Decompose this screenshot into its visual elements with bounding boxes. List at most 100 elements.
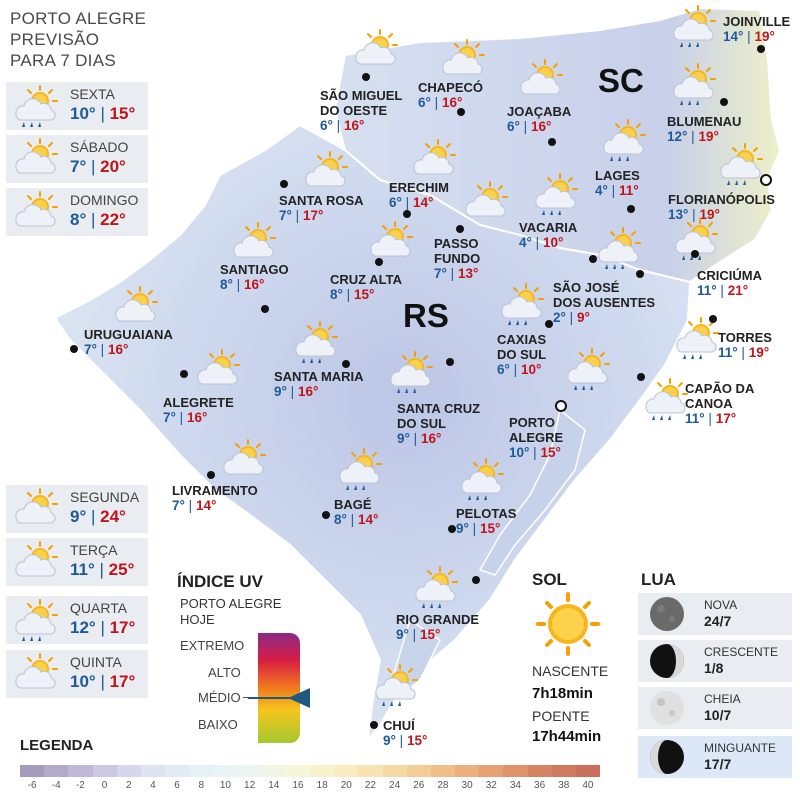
sun-cloud-rain-icon (370, 663, 420, 707)
city-min-temp: 10° (509, 445, 530, 460)
sun-cloud-icon (218, 438, 268, 482)
sun-cloud-icon (437, 38, 487, 82)
moon-phase-row: CHEIA 10/7 (638, 687, 792, 729)
city-name-line-2: ALEGRE (509, 430, 564, 445)
city-min-temp: 6° (418, 95, 431, 110)
city-marker (720, 98, 728, 106)
city-temps: 4° | 11° (595, 183, 640, 198)
temp-separator: | (408, 627, 420, 642)
moon-phase-date: 1/8 (704, 660, 724, 676)
moon-phase-date: 10/7 (704, 707, 732, 723)
city-max-temp: 17° (302, 208, 324, 223)
legend-color-swatch (237, 765, 262, 777)
state-label-rs: RS (403, 297, 449, 334)
forecast-max-temp: 24° (100, 507, 126, 526)
city-marker (636, 270, 644, 278)
temp-separator: | (737, 345, 749, 360)
sun-cloud-rain-icon (496, 282, 546, 326)
city-name-line-2: DO SUL (397, 416, 447, 431)
city-marker (448, 525, 456, 533)
uv-level-medio: MÉDIO (198, 690, 241, 705)
city-marker (760, 174, 772, 186)
sun-cloud-icon (110, 285, 160, 329)
forecast-max-temp: 17° (109, 672, 136, 691)
city-marker (637, 373, 645, 381)
city-marker (709, 315, 717, 323)
sunset-value: 17h44min (532, 728, 602, 745)
city-name: SANTA ROSA (279, 193, 364, 208)
forecast-day-name: QUARTA (70, 600, 128, 616)
forecast-day-temps: 10° | 17° (70, 672, 135, 692)
legend-tick-label: 10 (219, 780, 231, 791)
city-min-temp: 7° (84, 342, 97, 357)
temp-separator: | (430, 95, 442, 110)
city-max-temp: 14° (357, 512, 379, 527)
forecast-day-card: TERÇA 11° | 25° (6, 538, 148, 586)
city-label: ERECHIM 6° | 14° (389, 180, 449, 210)
temp-separator: | (86, 507, 101, 526)
city-min-temp: 6° (389, 195, 402, 210)
city-label: CRUZ ALTA 8° | 15° (330, 272, 402, 302)
forecast-day-card: SEGUNDA 9° | 24° (6, 485, 148, 533)
city-label: URUGUAIANA 7° | 16° (84, 327, 173, 357)
city-temps: 7° | 16° (163, 410, 234, 425)
forecast-day-temps: 12° | 17° (70, 618, 135, 638)
legend-tick-label: 12 (244, 780, 256, 791)
city-name: PORTO (509, 415, 555, 430)
temp-separator: | (529, 445, 541, 460)
city-marker (375, 258, 383, 266)
forecast-day-temps: 9° | 24° (70, 507, 126, 527)
city-min-temp: 7° (163, 410, 176, 425)
lagoa-dos-patos (478, 408, 586, 576)
uv-subtitle-line-1: PORTO ALEGRE (180, 596, 282, 611)
temp-separator: | (716, 283, 728, 298)
city-temps: 2° | 9° (553, 310, 655, 325)
temp-separator: | (232, 277, 244, 292)
city-name-line-2: FUNDO (434, 251, 481, 266)
sun-icon (536, 592, 600, 656)
legend-color-bar (20, 765, 601, 777)
legend-tick-label: 4 (150, 780, 156, 791)
legend-color-swatch (382, 765, 407, 777)
city-min-temp: 13° (668, 207, 689, 222)
sun-title: SOL (532, 570, 567, 589)
city-temps: 14° | 19° (723, 29, 790, 44)
city-label: PORTO ALEGRE 10° | 15° (509, 415, 563, 460)
legend-color-swatch (165, 765, 190, 777)
sun-cloud-rain-icon (671, 316, 721, 360)
city-label: FLORIANÓPOLIS 13° | 19° (668, 192, 775, 222)
city-max-temp: 11° (618, 183, 639, 198)
forecast-min-temp: 7° (70, 157, 87, 176)
city-min-temp: 4° (519, 235, 532, 250)
city-temps: 6° | 14° (389, 195, 449, 210)
sun-cloud-icon (228, 221, 278, 265)
city-min-temp: 11° (685, 411, 705, 426)
sun-cloud-icon (408, 138, 458, 182)
sun-cloud-icon (10, 652, 60, 696)
city-temps: 7° | 16° (84, 342, 173, 357)
forecast-max-temp: 25° (108, 560, 135, 579)
moon-phase-name: CHEIA (704, 692, 741, 706)
city-name: CHUÍ (383, 718, 415, 733)
city-marker (261, 305, 269, 313)
city-max-temp: 15° (419, 627, 441, 642)
city-name-line-2: CANOA (685, 396, 733, 411)
sun-cloud-rain-icon (593, 226, 643, 270)
city-label: SANTIAGO 8° | 16° (220, 262, 289, 292)
temp-separator: | (468, 521, 480, 536)
city-marker (545, 320, 553, 328)
uv-subtitle-line-2: HOJE (180, 612, 215, 627)
city-marker (456, 225, 464, 233)
legend-color-swatch (68, 765, 93, 777)
sun-cloud-rain-icon (10, 598, 60, 642)
uv-level-baixo: BAIXO (198, 717, 238, 732)
forecast-day-card: DOMINGO 8° | 22° (6, 188, 148, 236)
city-temps: 9° | 16° (274, 384, 364, 399)
temp-separator: | (184, 498, 196, 513)
forecast-day-temps: 11° | 25° (70, 560, 134, 580)
city-label: CHAPECÓ 6° | 16° (418, 80, 483, 110)
city-name-line-2: DO OESTE (320, 103, 388, 118)
city-marker (362, 73, 370, 81)
sun-cloud-icon (10, 190, 60, 234)
